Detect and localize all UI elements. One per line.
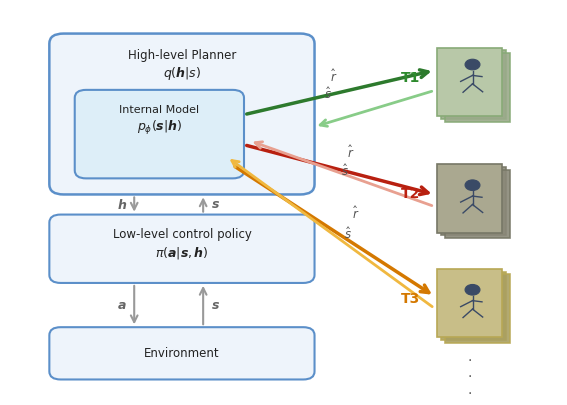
Text: $\boldsymbol{h}$: $\boldsymbol{h}$ <box>117 198 127 211</box>
FancyBboxPatch shape <box>441 272 506 340</box>
Text: Low-level control policy: Low-level control policy <box>112 228 251 241</box>
Text: T2: T2 <box>401 188 420 201</box>
Circle shape <box>465 284 480 295</box>
FancyBboxPatch shape <box>49 34 315 194</box>
FancyBboxPatch shape <box>49 215 315 283</box>
Text: $\hat{s}$: $\hat{s}$ <box>324 85 332 102</box>
FancyBboxPatch shape <box>441 51 506 119</box>
FancyBboxPatch shape <box>437 164 502 232</box>
Text: ·: · <box>468 387 472 401</box>
Circle shape <box>465 59 480 70</box>
FancyBboxPatch shape <box>49 327 315 379</box>
FancyBboxPatch shape <box>441 167 506 235</box>
Text: $p_\phi(\boldsymbol{s}|\boldsymbol{h})$: $p_\phi(\boldsymbol{s}|\boldsymbol{h})$ <box>137 119 182 137</box>
FancyBboxPatch shape <box>445 170 510 238</box>
FancyBboxPatch shape <box>445 275 510 343</box>
FancyBboxPatch shape <box>437 48 502 116</box>
FancyBboxPatch shape <box>445 53 510 122</box>
FancyBboxPatch shape <box>437 269 502 337</box>
Text: $\boldsymbol{s}$: $\boldsymbol{s}$ <box>211 198 220 211</box>
Text: Environment: Environment <box>144 347 220 360</box>
Circle shape <box>465 180 480 190</box>
Text: Internal Model: Internal Model <box>119 105 200 115</box>
Text: High-level Planner: High-level Planner <box>128 49 236 62</box>
Text: $\pi(\boldsymbol{a}|\boldsymbol{s},\boldsymbol{h})$: $\pi(\boldsymbol{a}|\boldsymbol{s},\bold… <box>155 245 209 261</box>
Text: $\boldsymbol{a}$: $\boldsymbol{a}$ <box>117 298 126 311</box>
Text: ·: · <box>468 371 472 384</box>
Text: $\hat{s}$: $\hat{s}$ <box>344 226 352 242</box>
Text: $\hat{r}$: $\hat{r}$ <box>353 205 360 222</box>
Text: ·: · <box>468 354 472 369</box>
FancyBboxPatch shape <box>75 90 244 178</box>
Text: $\hat{r}$: $\hat{r}$ <box>347 143 354 160</box>
Text: T3: T3 <box>401 292 420 306</box>
Text: $q(\boldsymbol{h}|s)$: $q(\boldsymbol{h}|s)$ <box>163 65 201 82</box>
Text: T1: T1 <box>401 71 420 85</box>
Text: $\hat{r}$: $\hat{r}$ <box>330 68 337 85</box>
Text: $\hat{s}$: $\hat{s}$ <box>341 163 349 179</box>
Text: $\boldsymbol{s}$: $\boldsymbol{s}$ <box>211 298 220 311</box>
